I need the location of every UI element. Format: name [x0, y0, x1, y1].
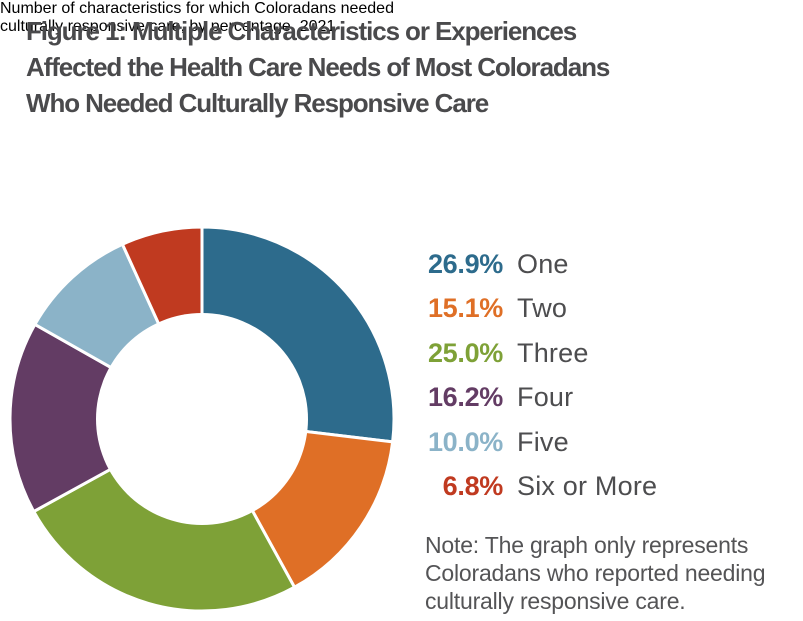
legend-item: 16.2% Four — [419, 376, 657, 421]
legend-item: 26.9% One — [419, 242, 657, 287]
figure-title: Figure 1: Multiple Characteristics or Ex… — [26, 13, 610, 121]
legend-label: One — [517, 248, 569, 279]
donut-chart — [8, 225, 396, 613]
legend-value: 25.0% — [427, 337, 503, 368]
chart-note: Note: The graph only represents Colorada… — [425, 531, 766, 615]
legend-item: 25.0% Three — [419, 331, 657, 376]
legend-item: 6.8% Six or More — [419, 465, 657, 510]
legend-label: Three — [517, 337, 589, 368]
legend-value: 10.0% — [427, 426, 503, 457]
chart-note-line-1: Note: The graph only represents — [425, 532, 749, 558]
legend-value: 16.2% — [427, 382, 503, 413]
figure-title-line-1: Figure 1: Multiple Characteristics or Ex… — [26, 16, 577, 46]
figure-title-line-3: Who Needed Culturally Responsive Care — [26, 88, 489, 118]
legend-item: 15.1% Two — [419, 287, 657, 332]
chart-note-line-2: Coloradans who reported needing — [425, 560, 766, 586]
chart-legend: 26.9% One 15.1% Two 25.0% Three 16.2% Fo… — [419, 242, 657, 509]
legend-label: Four — [517, 382, 574, 413]
legend-label: Five — [517, 426, 569, 457]
figure-title-line-2: Affected the Health Care Needs of Most C… — [26, 52, 610, 82]
legend-label: Two — [517, 293, 568, 324]
figure-subtitle-line-1: Number of characteristics for which Colo… — [0, 0, 394, 17]
donut-hole — [96, 313, 308, 525]
legend-value: 26.9% — [427, 248, 503, 279]
legend-value: 6.8% — [442, 471, 504, 502]
legend-label: Six or More — [517, 471, 658, 502]
figure-subtitle-line-2: culturally responsive care, by percentag… — [0, 18, 336, 35]
legend-value: 15.1% — [427, 293, 503, 324]
legend-item: 10.0% Five — [419, 420, 657, 465]
chart-note-line-3: culturally responsive care. — [425, 588, 686, 614]
